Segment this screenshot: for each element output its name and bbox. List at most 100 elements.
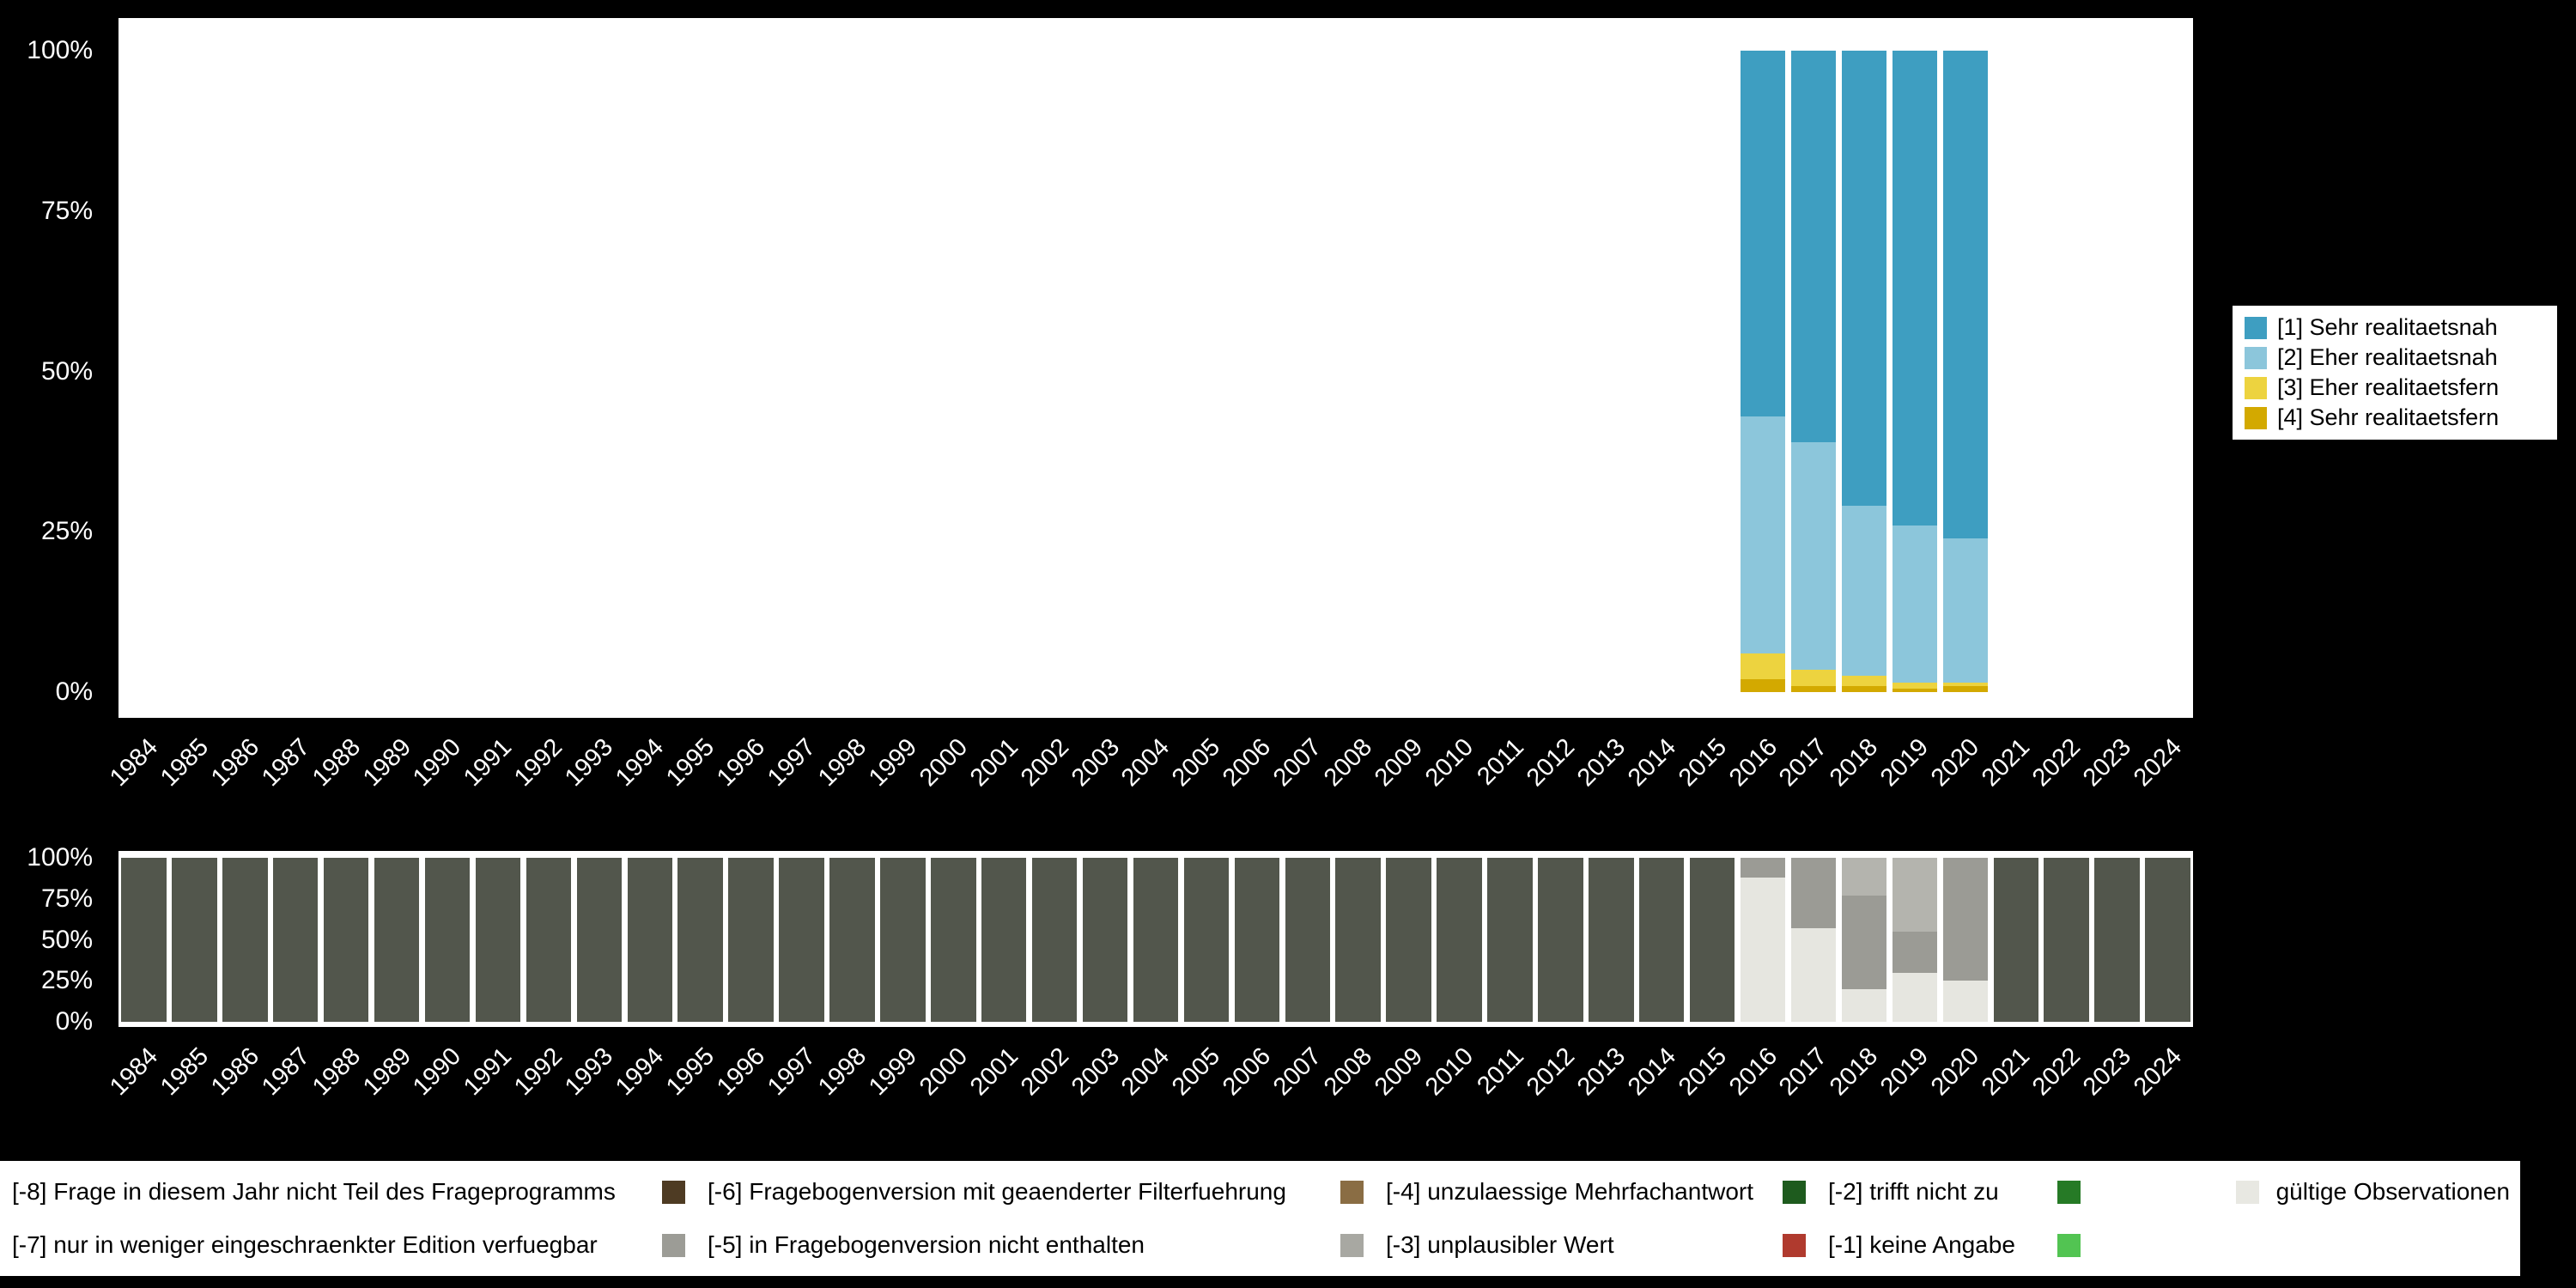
x-tick-label-2024: 2024 bbox=[2128, 733, 2188, 793]
x-tick-label-2023: 2023 bbox=[2077, 1042, 2137, 1102]
bar-segment-1996 bbox=[728, 858, 774, 1022]
x-tick-label-1986: 1986 bbox=[205, 733, 264, 793]
missings-legend-color-swatch bbox=[2057, 1233, 2081, 1257]
bar-segment-1984 bbox=[121, 858, 167, 1022]
x-tick-label-2014: 2014 bbox=[1622, 1042, 1681, 1102]
x-tick-label-2018: 2018 bbox=[1825, 1042, 1884, 1102]
x-tick-label-1984: 1984 bbox=[104, 733, 164, 793]
bar-segment-1988 bbox=[323, 858, 369, 1022]
x-tick-label-2017: 2017 bbox=[1774, 1042, 1833, 1102]
x-tick-label-2009: 2009 bbox=[1369, 1042, 1429, 1102]
missings-legend-label: [-4] unzulaessige Mehrfachantwort bbox=[1386, 1178, 1753, 1205]
bar-segment-2016 bbox=[1740, 858, 1786, 878]
bar-segment-2018 bbox=[1841, 676, 1887, 686]
bar-segment-2010 bbox=[1437, 858, 1482, 1022]
x-tick-label-1990: 1990 bbox=[408, 733, 467, 793]
x-tick-label-2013: 2013 bbox=[1571, 733, 1631, 793]
x-tick-label-1999: 1999 bbox=[863, 733, 923, 793]
x-tick-label-2010: 2010 bbox=[1419, 733, 1479, 793]
bar-segment-2003 bbox=[1082, 858, 1128, 1022]
bar-segment-2013 bbox=[1589, 858, 1634, 1022]
bar-segment-1989 bbox=[374, 858, 420, 1022]
x-tick-label-1993: 1993 bbox=[560, 733, 619, 793]
bar-segment-2011 bbox=[1487, 858, 1533, 1022]
missings-legend-color-swatch bbox=[1783, 1180, 1806, 1204]
x-tick-label-2010: 2010 bbox=[1419, 1042, 1479, 1102]
x-tick-label-2024: 2024 bbox=[2128, 1042, 2188, 1102]
x-tick-label-2009: 2009 bbox=[1369, 733, 1429, 793]
legend-color-swatch bbox=[2245, 346, 2267, 369]
x-tick-label-2005: 2005 bbox=[1167, 1042, 1226, 1102]
x-tick-label-1994: 1994 bbox=[611, 733, 670, 793]
missings-legend-label: [-3] unplausibler Wert bbox=[1386, 1231, 1614, 1258]
x-tick-label-2017: 2017 bbox=[1774, 733, 1833, 793]
bar-segment-2018 bbox=[1841, 51, 1887, 507]
y-tick-label: 25% bbox=[40, 966, 93, 995]
x-tick-label-2001: 2001 bbox=[964, 733, 1024, 793]
x-tick-label-1985: 1985 bbox=[155, 733, 215, 793]
missings-legend-item: [-4] unzulaessige Mehrfachantwort bbox=[1374, 1178, 1816, 1206]
x-tick-label-2021: 2021 bbox=[1977, 733, 2036, 793]
missings-legend-item: [-8] Frage in diesem Jahr nicht Teil des… bbox=[0, 1178, 696, 1206]
bar-segment-2018 bbox=[1841, 895, 1887, 989]
bar-segment-1998 bbox=[829, 858, 875, 1022]
y-tick-label: 75% bbox=[40, 884, 93, 913]
bar-segment-1987 bbox=[273, 858, 319, 1022]
x-tick-label-2003: 2003 bbox=[1066, 1042, 1125, 1102]
x-tick-label-2015: 2015 bbox=[1673, 733, 1732, 793]
x-tick-label-1998: 1998 bbox=[812, 1042, 872, 1102]
bar-segment-2008 bbox=[1335, 858, 1381, 1022]
x-tick-label-2019: 2019 bbox=[1875, 1042, 1935, 1102]
x-tick-label-2000: 2000 bbox=[914, 733, 973, 793]
missings-legend-color-swatch bbox=[1340, 1233, 1364, 1257]
y-tick-label: 75% bbox=[40, 196, 93, 225]
x-tick-label-1991: 1991 bbox=[459, 1042, 518, 1102]
missings-legend-label: [-2] trifft nicht zu bbox=[1828, 1178, 1999, 1205]
y-tick-label: 50% bbox=[40, 925, 93, 954]
x-tick-label-1995: 1995 bbox=[661, 733, 720, 793]
bar-segment-1991 bbox=[475, 858, 521, 1022]
bar-segment-2009 bbox=[1386, 858, 1431, 1022]
legend-color-swatch bbox=[2245, 376, 2267, 399]
bar-segment-2004 bbox=[1133, 858, 1179, 1022]
x-tick-label-1988: 1988 bbox=[307, 733, 366, 793]
x-tick-label-2011: 2011 bbox=[1472, 733, 1530, 791]
legend-label: [3] Eher realitaetsfern bbox=[2277, 374, 2500, 400]
x-tick-label-1999: 1999 bbox=[863, 1042, 923, 1102]
x-tick-label-1992: 1992 bbox=[509, 1042, 568, 1102]
bar-segment-2016 bbox=[1740, 679, 1786, 692]
x-tick-label-2022: 2022 bbox=[2027, 733, 2087, 793]
x-tick-label-1987: 1987 bbox=[256, 733, 315, 793]
bar-segment-2021 bbox=[1993, 858, 2038, 1022]
top-chart-x-axis: 1984 1985 1986 1987 1988 1989 1990 1991 1992 1993… bbox=[105, 728, 2193, 840]
x-tick-label-1993: 1993 bbox=[560, 1042, 619, 1102]
x-tick-label-1989: 1989 bbox=[357, 1042, 416, 1102]
x-tick-label-2005: 2005 bbox=[1167, 733, 1226, 793]
missings-legend-item: [-5] in Fragebogenversion nicht enthalte… bbox=[696, 1231, 1374, 1259]
bar-segment-2020 bbox=[1942, 51, 1989, 538]
x-tick-label-1995: 1995 bbox=[661, 1042, 720, 1102]
x-tick-label-1987: 1987 bbox=[256, 1042, 315, 1102]
bar-segment-1986 bbox=[222, 858, 268, 1022]
x-tick-label-2021: 2021 bbox=[1977, 1042, 2036, 1102]
x-tick-label-2011: 2011 bbox=[1472, 1042, 1530, 1100]
bar-segment-2020 bbox=[1942, 682, 1989, 686]
bar-segment-2006 bbox=[1234, 858, 1280, 1022]
bottom-chart-plot bbox=[118, 851, 2193, 1027]
x-tick-label-2000: 2000 bbox=[914, 1042, 973, 1102]
bar-segment-1990 bbox=[424, 858, 471, 1022]
bottom-chart-y-axis: 0% 25% 50% 75% 100% bbox=[0, 843, 105, 1036]
x-tick-label-2015: 2015 bbox=[1673, 1042, 1732, 1102]
x-tick-label-2003: 2003 bbox=[1066, 733, 1125, 793]
x-tick-label-1991: 1991 bbox=[459, 733, 518, 793]
bar-segment-2016 bbox=[1740, 51, 1786, 416]
x-tick-label-2006: 2006 bbox=[1218, 1042, 1277, 1102]
x-tick-label-2019: 2019 bbox=[1875, 733, 1935, 793]
bar-segment-2000 bbox=[931, 858, 976, 1022]
bar-segment-2018 bbox=[1841, 858, 1887, 896]
bar-segment-1985 bbox=[172, 858, 217, 1022]
x-tick-label-2020: 2020 bbox=[1926, 1042, 1985, 1102]
bar-segment-2020 bbox=[1942, 685, 1989, 692]
x-tick-label-2001: 2001 bbox=[964, 1042, 1024, 1102]
